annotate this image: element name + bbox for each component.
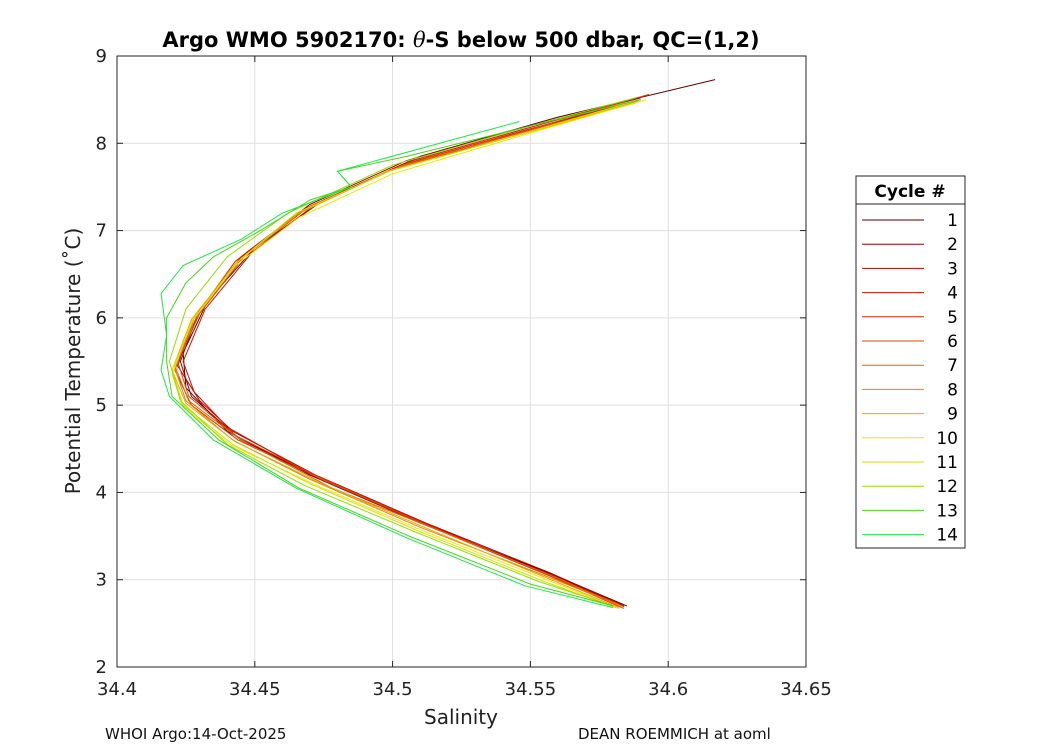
legend-label-cycle-3: 3 xyxy=(947,259,958,279)
plot-background xyxy=(117,56,806,667)
x-tick-label: 34.5 xyxy=(373,679,413,700)
series-line-cycle-10 xyxy=(171,99,647,609)
y-ticks: 2 3 4 5 6 7 8 9 xyxy=(96,46,806,678)
series-group xyxy=(160,79,716,609)
legend-label-cycle-8: 8 xyxy=(947,380,958,400)
legend-label-cycle-7: 7 xyxy=(947,356,958,376)
x-axis-label: Salinity xyxy=(424,705,498,729)
series-line-cycle-4 xyxy=(182,94,647,604)
x-tick-label: 34.6 xyxy=(648,679,688,700)
chart-title-part-2: -S below 500 dbar, QC=(1,2) xyxy=(426,28,760,52)
series-line-cycle-12 xyxy=(168,97,636,607)
series-line-cycle-14 xyxy=(160,121,614,609)
legend-label-cycle-14: 14 xyxy=(936,526,958,546)
y-tick-label: 5 xyxy=(96,395,107,416)
legend-label-cycle-5: 5 xyxy=(947,308,958,328)
chart-title-theta: θ xyxy=(413,28,426,52)
y-tick-label: 2 xyxy=(96,657,107,678)
legend-label-cycle-4: 4 xyxy=(947,284,958,304)
footer-operator: DEAN ROEMMICH at aoml xyxy=(578,725,771,743)
legend-label-cycle-13: 13 xyxy=(936,501,958,521)
y-tick-label: 6 xyxy=(96,308,107,329)
legend-label-cycle-10: 10 xyxy=(936,429,958,449)
legend-label-cycle-11: 11 xyxy=(936,453,958,473)
y-tick-label: 9 xyxy=(96,46,107,67)
footer-date: WHOI Argo:14-Oct-2025 xyxy=(105,725,287,743)
series-line-cycle-13 xyxy=(166,99,641,607)
y-tick-label: 3 xyxy=(96,570,107,591)
plot-area: 34.4 34.45 34.5 34.55 34.6 34.65 2 3 4 5 6 7 8 9 xyxy=(96,46,832,700)
x-tick-label: 34.55 xyxy=(505,679,557,700)
x-tick-label: 34.65 xyxy=(780,679,832,700)
x-tick-label: 34.4 xyxy=(97,679,137,700)
legend-title: Cycle # xyxy=(874,182,945,202)
chart-title: Argo WMO 5902170: θ-S below 500 dbar, QC… xyxy=(162,28,759,52)
chart-title-part-1: Argo WMO 5902170: xyxy=(162,28,413,52)
legend-label-cycle-1: 1 xyxy=(947,211,958,231)
legend-label-cycle-6: 6 xyxy=(947,332,958,352)
y-tick-label: 4 xyxy=(96,482,107,503)
y-tick-label: 8 xyxy=(96,133,107,154)
y-axis-label: Potential Temperature (˚C) xyxy=(61,228,85,495)
legend-label-cycle-2: 2 xyxy=(947,235,958,255)
y-tick-label: 7 xyxy=(96,221,107,242)
legend-label-cycle-9: 9 xyxy=(947,405,958,425)
plot-border xyxy=(116,55,807,668)
x-ticks: 34.4 34.45 34.5 34.55 34.6 34.65 xyxy=(97,56,832,700)
legend-label-cycle-12: 12 xyxy=(936,477,958,497)
x-tick-label: 34.45 xyxy=(229,679,281,700)
